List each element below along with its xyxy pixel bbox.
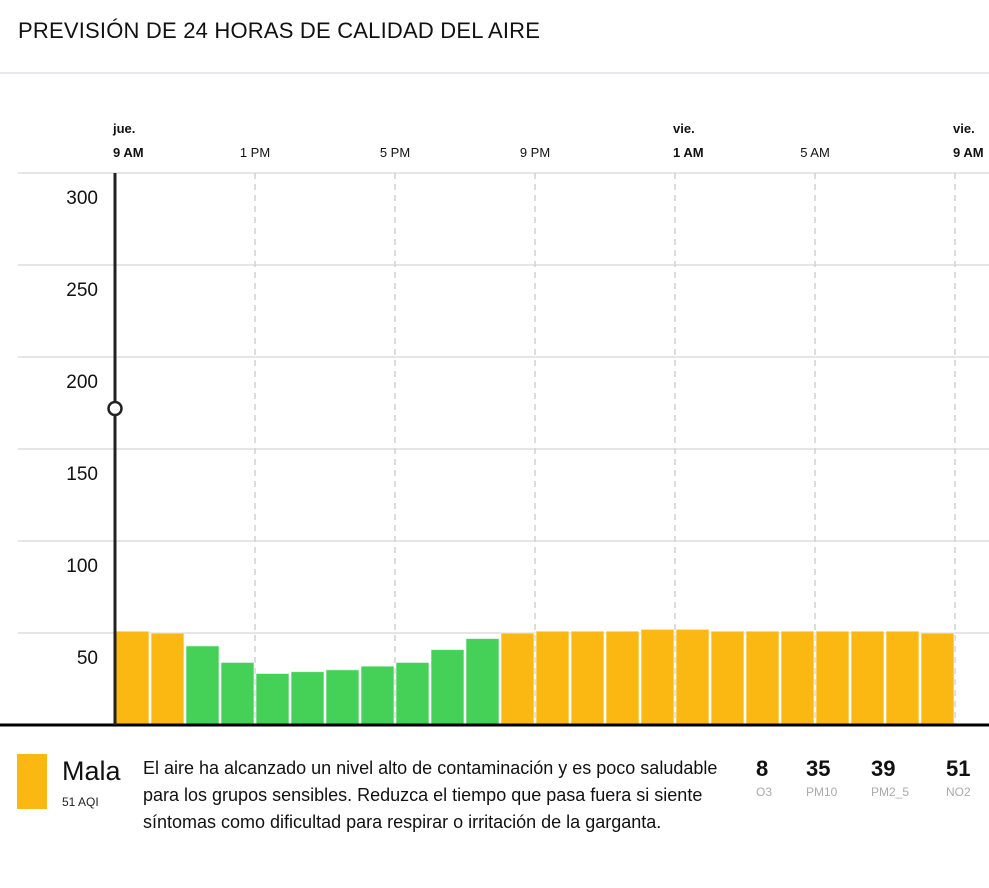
aqi-bar bbox=[780, 630, 815, 726]
aqi-bar bbox=[885, 630, 920, 726]
category-label: Mala bbox=[62, 756, 121, 786]
x-tick-day-label: vie. bbox=[953, 121, 975, 136]
aqi-bar bbox=[430, 649, 465, 726]
aqi-bar bbox=[745, 630, 780, 726]
y-tick-label: 250 bbox=[66, 280, 98, 301]
pollutant-value: 8 bbox=[756, 756, 769, 781]
x-tick-label: 1 AM bbox=[673, 145, 704, 160]
aqi-value: 51 AQI bbox=[62, 795, 99, 809]
x-tick-label: 9 PM bbox=[520, 145, 550, 160]
health-description: El aire ha alcanzado un nivel alto de co… bbox=[143, 758, 718, 832]
current-time-handle[interactable] bbox=[107, 400, 123, 417]
aqi-bar bbox=[850, 630, 885, 726]
x-tick-day-label: jue. bbox=[112, 121, 135, 136]
category-color-swatch bbox=[17, 754, 47, 809]
aqi-bar bbox=[290, 671, 325, 726]
aqi-bar bbox=[570, 630, 605, 726]
aqi-bar bbox=[535, 630, 570, 726]
pollutant-o3: 8 O3 bbox=[756, 756, 772, 799]
aqi-bar bbox=[920, 632, 955, 726]
y-tick-label: 150 bbox=[66, 464, 98, 485]
aqi-bar bbox=[220, 661, 255, 726]
aqi-bar bbox=[185, 645, 220, 726]
pollutant-value: 51 bbox=[946, 756, 971, 781]
x-tick-label: 5 AM bbox=[800, 145, 830, 160]
x-tick-label: 9 AM bbox=[953, 145, 984, 160]
header-divider bbox=[0, 72, 989, 74]
aqi-bar bbox=[710, 630, 745, 726]
x-tick-label: 9 AM bbox=[113, 145, 144, 160]
y-tick-label: 100 bbox=[66, 556, 98, 577]
aqi-bar bbox=[395, 661, 430, 726]
aqi-bar bbox=[360, 665, 395, 726]
pollutant-name: O3 bbox=[756, 785, 773, 799]
aqi-forecast-chart: 50 100 150 200 250 300 jue. 9 AM 1 PM 5 PM 9 PM vie… bbox=[0, 121, 989, 727]
aqi-bar bbox=[150, 632, 185, 726]
page-title: PREVISIÓN DE 24 HORAS DE CALIDAD DEL AIR… bbox=[18, 18, 541, 43]
aqi-bar bbox=[115, 630, 150, 726]
aqi-bar bbox=[675, 628, 710, 726]
y-tick-label: 200 bbox=[66, 372, 98, 393]
pollutant-value: 39 bbox=[871, 756, 896, 781]
pollutant-pm2-5: 39 PM2_5 bbox=[871, 756, 909, 799]
aqi-bar bbox=[255, 672, 290, 726]
aqi-bar bbox=[605, 630, 640, 726]
y-tick-label: 300 bbox=[66, 188, 98, 209]
x-tick-label: 1 PM bbox=[240, 145, 270, 160]
pollutant-name: PM10 bbox=[806, 785, 838, 799]
pollutant-name: NO2 bbox=[946, 785, 971, 799]
y-tick-label: 50 bbox=[77, 648, 98, 669]
pollutant-name: PM2_5 bbox=[871, 785, 910, 799]
pollutant-pm10: 35 PM10 bbox=[806, 756, 837, 799]
aqi-bar bbox=[815, 630, 850, 726]
aqi-bar bbox=[500, 632, 535, 726]
aqi-bar bbox=[640, 628, 675, 726]
x-tick-day-label: vie. bbox=[673, 121, 695, 136]
aqi-bar bbox=[465, 638, 500, 726]
pollutant-value: 35 bbox=[806, 756, 831, 781]
aqi-bar bbox=[325, 669, 360, 726]
pollutant-no2: 51 NO2 bbox=[946, 756, 971, 799]
x-tick-label: 5 PM bbox=[380, 145, 410, 160]
